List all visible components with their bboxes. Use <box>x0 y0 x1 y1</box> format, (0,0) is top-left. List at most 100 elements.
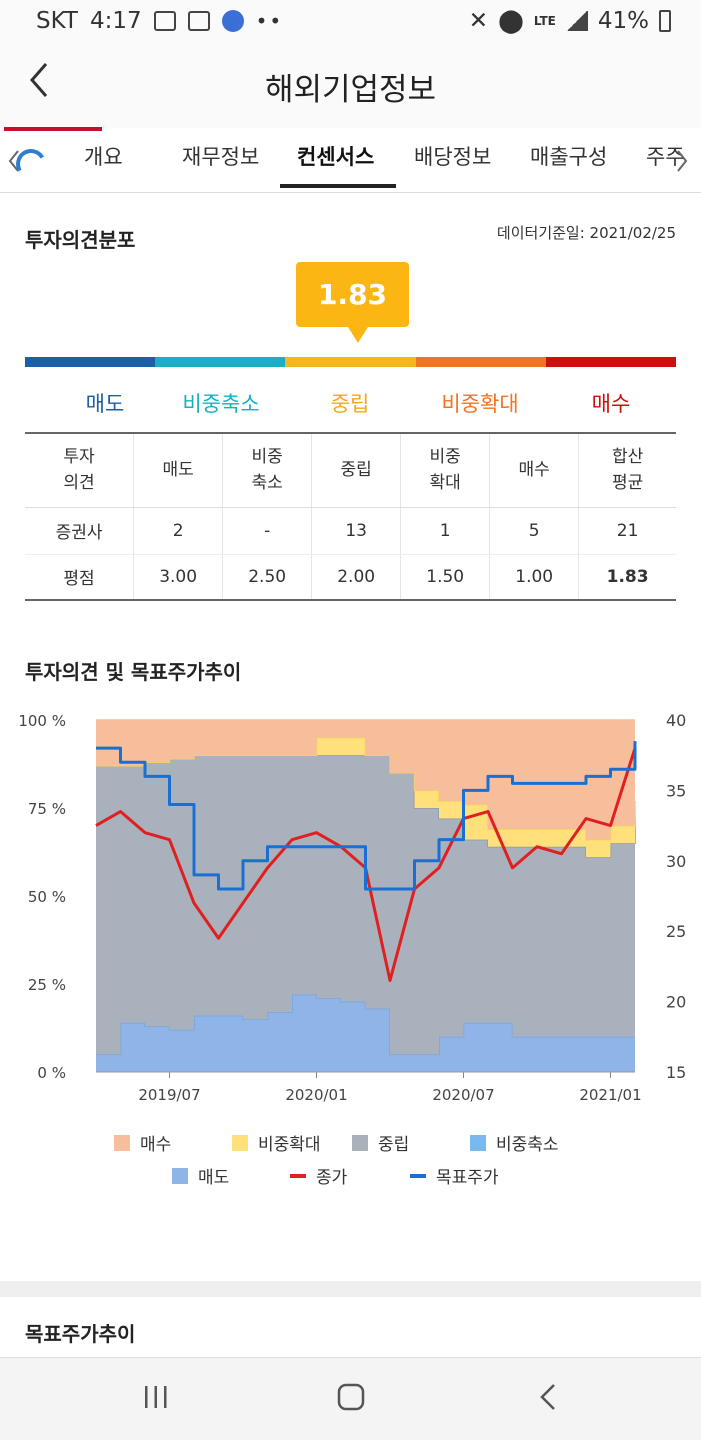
home-icon[interactable] <box>336 1380 366 1414</box>
table-cell: 1.83 <box>578 554 676 601</box>
tab-financials[interactable]: 재무정보 <box>182 145 260 169</box>
app-header: 해외기업정보 <box>0 46 701 128</box>
opinion-trend-chart: 0 % 25 % 50 % 75 % 100 % 15 20 25 30 35 40 2019/07 2… <box>18 711 686 1104</box>
back-nav-icon[interactable] <box>536 1380 560 1414</box>
scale-label-neutral: 중립 <box>330 392 370 416</box>
x-tick-label: 2019/07 <box>138 1086 200 1104</box>
tab-overview[interactable]: 개요 <box>84 145 123 169</box>
table-cell: 1 <box>400 507 491 555</box>
back-button[interactable] <box>24 60 64 110</box>
tab-bar: 개요 재무정보 컨센서스 배당정보 매출구성 주주 <box>0 131 701 193</box>
battery-icon <box>659 10 671 32</box>
header-accent-bar <box>4 127 102 131</box>
y-left-tick-label: 50 % <box>28 888 66 906</box>
opinion-table: 투자 의견 매도 비중 축소 중립 비중 확대 매수 합산 평균 증권사 2 - 13 … <box>25 432 676 601</box>
legend-item-buy[interactable]: 매수 <box>114 1130 171 1155</box>
legend-label: 목표주가 <box>436 1168 499 1188</box>
line-series-1 <box>96 741 637 891</box>
table-cell: 2.50 <box>222 554 313 601</box>
average-score-badge: 1.83 <box>296 262 409 327</box>
table-row: 증권사 2 - 13 1 5 21 <box>25 507 676 555</box>
legend-item-underweight[interactable]: 비중축소 <box>470 1130 559 1155</box>
lte-icon: LTE <box>533 13 556 28</box>
more-notifications-icon: •• <box>255 9 284 33</box>
legend-swatch <box>410 1173 426 1178</box>
area-series-4 <box>96 720 635 840</box>
back-arrow-icon <box>30 63 48 97</box>
table-cell: 13 <box>311 507 402 555</box>
table-cell: 1.00 <box>489 554 580 601</box>
legend-swatch <box>232 1134 248 1151</box>
carrier-label: SKT <box>36 8 78 34</box>
recent-apps-icon[interactable] <box>142 1380 170 1414</box>
table-cell: 3.00 <box>133 554 224 601</box>
x-tick-label: 2020/07 <box>432 1086 494 1104</box>
scale-segment-sell <box>25 357 156 367</box>
mute-icon: ✕ <box>468 8 489 34</box>
legend-item-target-price[interactable]: 목표주가 <box>410 1163 499 1188</box>
chart-legend: 매수 비중확대 중립 비중축소 매도 종가 목표주가 <box>0 1125 701 1188</box>
tab-revenue[interactable]: 매출구성 <box>530 145 608 169</box>
opinion-scale-bar <box>25 357 677 367</box>
signal-icon <box>565 11 588 31</box>
scale-segment-neutral <box>285 357 416 367</box>
go-app-icon <box>187 11 210 31</box>
clock: 4:17 <box>89 8 142 34</box>
table-header-row: 투자 의견 매도 비중 축소 중립 비중 확대 매수 합산 평균 <box>25 432 676 508</box>
legend-label: 매수 <box>140 1135 172 1155</box>
data-date-label: 데이터기준일: 2021/02/25 <box>496 224 676 242</box>
battery-percent: 41% <box>597 8 649 34</box>
y-right-tick-label: 25 <box>666 922 686 941</box>
table-header-cell: 매도 <box>133 432 224 508</box>
active-tab-indicator <box>280 184 396 188</box>
y-right-tick-label: 35 <box>666 781 686 800</box>
table-cell: 21 <box>578 507 676 555</box>
scale-segment-buy <box>545 357 677 367</box>
legend-item-overweight[interactable]: 비중확대 <box>232 1130 321 1155</box>
legend-item-close-price[interactable]: 종가 <box>290 1163 347 1188</box>
table-header-cell: 합산 평균 <box>578 432 676 508</box>
tab-consensus[interactable]: 컨센서스 <box>297 145 375 169</box>
legend-label: 중립 <box>378 1135 410 1155</box>
score-pointer-icon <box>348 327 368 343</box>
status-bar: SKT 4:17 •• ✕ ⬤ LTE 41% <box>0 0 701 46</box>
opinion-section-title: 투자의견분포 <box>25 228 136 252</box>
tab-scroll-right-icon[interactable] <box>676 149 688 173</box>
legend-item-sell[interactable]: 매도 <box>172 1163 229 1188</box>
table-cell: 5 <box>489 507 580 555</box>
table-cell: - <box>222 507 313 555</box>
area-series-2 <box>96 755 635 1055</box>
y-left-tick-label: 75 % <box>28 800 66 818</box>
table-cell: 2.00 <box>311 554 402 601</box>
tab-scroll-left-icon[interactable] <box>8 149 20 173</box>
tab-dividends[interactable]: 배당정보 <box>414 145 492 169</box>
y-right-tick-label: 30 <box>666 852 686 871</box>
legend-label: 종가 <box>316 1168 348 1188</box>
scale-label-overweight: 비중확대 <box>441 392 519 416</box>
legend-label: 비중확대 <box>258 1135 321 1155</box>
table-row: 평점 3.00 2.50 2.00 1.50 1.00 1.83 <box>25 554 676 601</box>
table-cell: 2 <box>133 507 224 555</box>
y-left-tick-label: 100 % <box>18 712 66 730</box>
table-header-cell: 투자 의견 <box>25 432 135 508</box>
legend-item-neutral[interactable]: 중립 <box>352 1130 409 1155</box>
section-divider <box>0 1281 701 1297</box>
area-series-0 <box>96 994 635 1072</box>
table-header-cell: 비중 축소 <box>222 432 313 508</box>
location-icon: ⬤ <box>498 8 524 34</box>
legend-swatch <box>470 1134 486 1151</box>
table-cell: 평점 <box>25 554 135 601</box>
trend-section-title: 투자의견 및 목표주가추이 <box>25 660 242 684</box>
x-tick-label: 2021/01 <box>579 1086 641 1104</box>
scale-label-sell: 매도 <box>85 392 125 416</box>
table-cell: 1.50 <box>400 554 491 601</box>
legend-label: 비중축소 <box>496 1135 559 1155</box>
page-title: 해외기업정보 <box>264 72 437 108</box>
target-price-section-title: 목표주가추이 <box>25 1322 136 1346</box>
tab-shareholders[interactable]: 주주 <box>646 145 685 169</box>
scale-segment-overweight <box>415 357 546 367</box>
legend-label: 매도 <box>198 1168 230 1188</box>
y-right-tick-label: 20 <box>666 993 686 1012</box>
legend-swatch <box>290 1173 306 1178</box>
image-icon <box>153 11 176 31</box>
